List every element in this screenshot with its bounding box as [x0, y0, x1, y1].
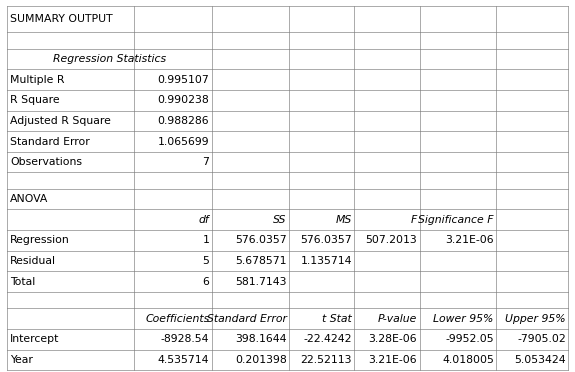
Text: 22.52113: 22.52113 — [300, 355, 352, 365]
Text: 576.0357: 576.0357 — [300, 235, 352, 246]
Text: F: F — [411, 215, 417, 225]
Text: df: df — [198, 215, 209, 225]
Text: 5.678571: 5.678571 — [235, 256, 286, 266]
Text: 3.21E-06: 3.21E-06 — [445, 235, 494, 246]
Text: Year: Year — [10, 355, 33, 365]
Text: Total: Total — [10, 276, 36, 286]
Text: 6: 6 — [202, 276, 209, 286]
Text: 5.053424: 5.053424 — [514, 355, 566, 365]
Text: Regression: Regression — [10, 235, 70, 246]
Text: 5: 5 — [202, 256, 209, 266]
Text: Lower 95%: Lower 95% — [434, 314, 494, 324]
Text: 0.201398: 0.201398 — [235, 355, 286, 365]
Text: Multiple R: Multiple R — [10, 75, 65, 85]
Text: 1.135714: 1.135714 — [300, 256, 352, 266]
Text: Standard Error: Standard Error — [206, 314, 286, 324]
Text: 581.7143: 581.7143 — [235, 276, 286, 286]
Text: t Stat: t Stat — [322, 314, 352, 324]
Text: -7905.02: -7905.02 — [517, 334, 566, 344]
Text: 1.065699: 1.065699 — [158, 137, 209, 147]
Text: 507.2013: 507.2013 — [366, 235, 417, 246]
Text: 0.995107: 0.995107 — [158, 75, 209, 85]
Text: 3.21E-06: 3.21E-06 — [369, 355, 417, 365]
Text: 1: 1 — [202, 235, 209, 246]
Text: Coefficients: Coefficients — [145, 314, 209, 324]
Text: -9952.05: -9952.05 — [445, 334, 494, 344]
Text: 4.018005: 4.018005 — [442, 355, 494, 365]
Text: 398.1644: 398.1644 — [235, 334, 286, 344]
Text: Intercept: Intercept — [10, 334, 60, 344]
Text: ANOVA: ANOVA — [10, 194, 49, 204]
Text: -22.4242: -22.4242 — [304, 334, 352, 344]
Text: SUMMARY OUTPUT: SUMMARY OUTPUT — [10, 14, 113, 24]
Text: 4.535714: 4.535714 — [158, 355, 209, 365]
Text: -8928.54: -8928.54 — [161, 334, 209, 344]
Text: Residual: Residual — [10, 256, 56, 266]
Text: 7: 7 — [202, 157, 209, 167]
Text: Regression Statistics: Regression Statistics — [53, 54, 166, 64]
Text: SS: SS — [273, 215, 286, 225]
Text: Observations: Observations — [10, 157, 82, 167]
Text: 0.990238: 0.990238 — [158, 95, 209, 105]
Text: Standard Error: Standard Error — [10, 137, 90, 147]
Text: P-value: P-value — [378, 314, 417, 324]
Text: Adjusted R Square: Adjusted R Square — [10, 116, 111, 126]
Text: Significance F: Significance F — [419, 215, 494, 225]
Text: MS: MS — [336, 215, 352, 225]
Text: R Square: R Square — [10, 95, 60, 105]
Text: 0.988286: 0.988286 — [158, 116, 209, 126]
Text: Upper 95%: Upper 95% — [505, 314, 566, 324]
Text: 576.0357: 576.0357 — [235, 235, 286, 246]
Text: 3.28E-06: 3.28E-06 — [369, 334, 417, 344]
